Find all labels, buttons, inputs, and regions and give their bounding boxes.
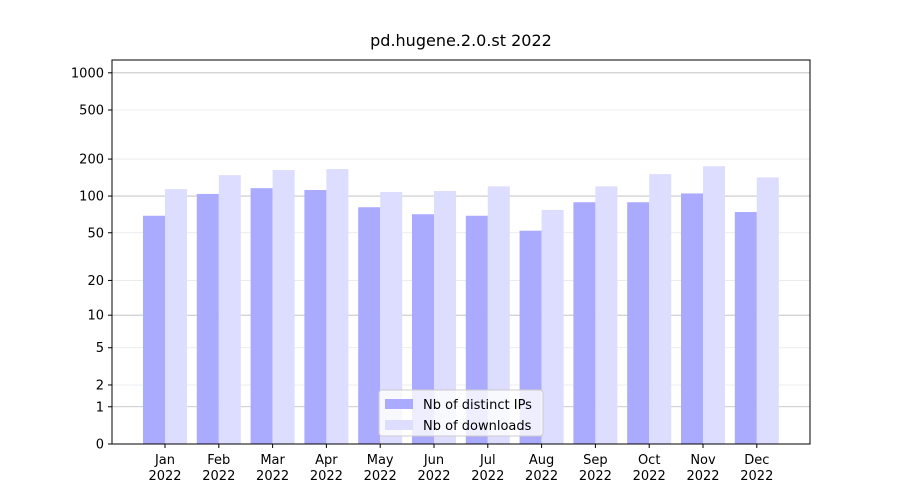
bar bbox=[541, 209, 564, 444]
bar bbox=[681, 193, 703, 444]
y-tick-label: 1 bbox=[96, 400, 104, 415]
plot-frame bbox=[111, 59, 811, 445]
bar bbox=[627, 202, 650, 444]
bar bbox=[250, 188, 273, 444]
bar bbox=[434, 190, 456, 444]
x-tick-label: May 2022 bbox=[363, 453, 397, 484]
x-tick-label: Nov 2022 bbox=[686, 453, 720, 484]
y-tick-label: 100 bbox=[79, 190, 104, 205]
legend-label: Nb of distinct IPs bbox=[423, 398, 532, 413]
bar bbox=[358, 207, 381, 444]
x-tick-label: Dec 2022 bbox=[740, 453, 774, 484]
legend-box bbox=[378, 389, 544, 437]
bar bbox=[412, 214, 434, 444]
x-tick-label: Jul 2022 bbox=[471, 453, 505, 484]
bar bbox=[595, 186, 618, 445]
bar bbox=[143, 215, 165, 444]
bar bbox=[326, 169, 349, 444]
bar bbox=[196, 193, 219, 444]
legend-swatch bbox=[385, 399, 413, 409]
y-tick-label: 5 bbox=[96, 341, 104, 356]
y-tick-label: 50 bbox=[87, 226, 104, 241]
y-tick-label: 2 bbox=[96, 378, 104, 393]
bar bbox=[573, 202, 596, 444]
x-tick-label: Jun 2022 bbox=[417, 453, 451, 484]
legend-label: Nb of downloads bbox=[423, 419, 532, 434]
bar bbox=[703, 166, 725, 444]
x-tick-label: Jan 2022 bbox=[148, 453, 182, 484]
y-tick-label: 0 bbox=[96, 438, 104, 453]
y-tick-label: 10 bbox=[87, 309, 104, 324]
y-tick-label: 1000 bbox=[71, 66, 104, 81]
x-tick-label: Aug 2022 bbox=[525, 453, 559, 484]
x-tick-label: Apr 2022 bbox=[309, 453, 343, 484]
chart-title: pd.hugene.2.0.st 2022 bbox=[370, 31, 552, 50]
legend: Nb of distinct IPs Nb of downloads bbox=[378, 389, 544, 437]
bar bbox=[218, 175, 241, 444]
bar bbox=[272, 170, 295, 445]
bar bbox=[756, 177, 779, 444]
bar bbox=[734, 212, 757, 444]
x-tick-label: Mar 2022 bbox=[256, 453, 290, 484]
x-tick-label: Oct 2022 bbox=[632, 453, 666, 484]
legend-swatch bbox=[385, 420, 413, 430]
bar bbox=[465, 215, 488, 444]
bar bbox=[304, 190, 327, 444]
x-tick-label: Sep 2022 bbox=[578, 453, 612, 484]
bar bbox=[380, 191, 403, 444]
bar bbox=[165, 189, 187, 444]
bar bbox=[487, 186, 510, 445]
x-tick-label: Feb 2022 bbox=[202, 453, 236, 484]
y-tick-label: 200 bbox=[79, 153, 104, 168]
y-tick-label: 20 bbox=[87, 274, 104, 289]
bar bbox=[649, 174, 672, 444]
y-tick-label: 500 bbox=[79, 104, 104, 119]
